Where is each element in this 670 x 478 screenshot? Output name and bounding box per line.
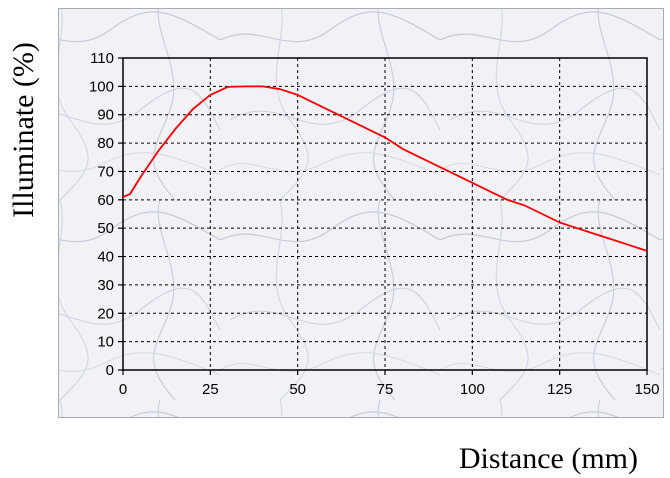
tick-label-layer: 0 25 50 75 100 125 150 0 10 20 30 40 50 60 70 80 90 100 11… <box>89 50 660 398</box>
y-tick-label: 20 <box>97 305 114 322</box>
x-tick-label: 125 <box>547 381 572 398</box>
y-tick-label: 0 <box>106 362 114 379</box>
y-tick-label: 30 <box>97 277 114 294</box>
x-axis-title: Distance (mm) <box>459 442 638 475</box>
y-tick-label: 70 <box>97 163 114 180</box>
y-tick-label: 40 <box>97 249 114 266</box>
y-tick-label: 90 <box>97 107 114 124</box>
x-tick-label: 50 <box>289 381 306 398</box>
y-tick-label: 100 <box>89 78 114 95</box>
y-axis-title: Illuminate (%) <box>7 42 40 218</box>
y-tick-label: 60 <box>97 192 114 209</box>
x-tick-label: 25 <box>202 381 219 398</box>
series-layer <box>122 85 648 252</box>
x-tick-label: 100 <box>460 381 485 398</box>
x-tick-label: 0 <box>119 381 127 398</box>
tick-layer <box>118 57 648 375</box>
series-line-1 <box>122 85 648 252</box>
y-tick-label: 80 <box>97 135 114 152</box>
y-tick-label: 10 <box>97 334 114 351</box>
x-tick-label: 75 <box>377 381 394 398</box>
y-tick-label: 50 <box>97 220 114 237</box>
y-tick-label: 110 <box>90 50 114 67</box>
grid-layer <box>123 58 647 370</box>
marble-background <box>59 9 663 417</box>
x-tick-label: 150 <box>634 381 659 398</box>
